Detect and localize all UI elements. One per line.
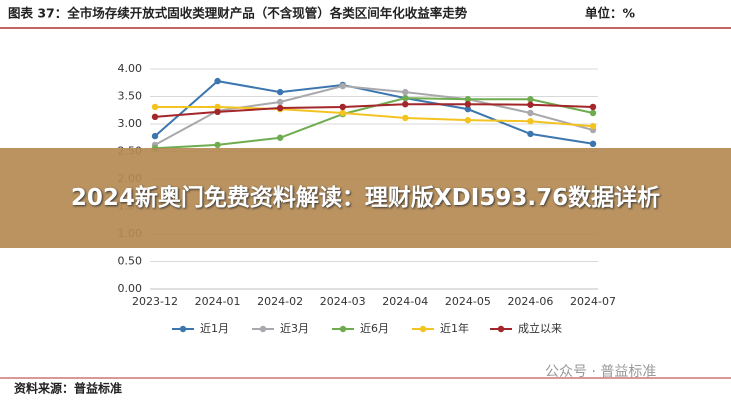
legend-label: 近1年 xyxy=(440,321,469,335)
x-tick-label: 2024-02 xyxy=(257,295,303,308)
point xyxy=(589,123,597,130)
point xyxy=(402,114,409,122)
y-tick-label: 3.50 xyxy=(118,90,143,103)
banner: 2024新奥门免费资料解读：理财版XDI593.76数据详析 xyxy=(0,148,731,248)
point xyxy=(589,109,597,117)
point xyxy=(339,82,346,90)
series-line xyxy=(154,85,594,146)
point xyxy=(589,103,597,111)
legend-marker xyxy=(259,325,267,333)
point xyxy=(151,103,159,111)
x-tick-label: 2024-06 xyxy=(507,295,553,308)
point xyxy=(402,94,409,102)
x-tick-label: 2024-01 xyxy=(195,295,241,308)
legend-label: 近6月 xyxy=(360,322,389,335)
point xyxy=(402,88,409,96)
y-tick-label: 0.00 xyxy=(118,282,143,295)
point xyxy=(151,113,159,121)
point xyxy=(214,103,221,111)
point xyxy=(527,130,534,138)
point xyxy=(214,108,221,116)
legend-marker xyxy=(497,325,505,333)
series-line xyxy=(154,80,594,145)
legend-label: 近3月 xyxy=(280,322,309,335)
series-line xyxy=(155,105,594,128)
point xyxy=(276,104,284,112)
point xyxy=(527,96,534,103)
legend-marker xyxy=(179,325,187,333)
point xyxy=(464,116,472,124)
x-tick-label: 2024-07 xyxy=(570,295,616,308)
point xyxy=(276,134,284,141)
legend-marker xyxy=(339,325,347,333)
point xyxy=(339,109,346,117)
point xyxy=(464,96,472,103)
y-tick-label: 3.00 xyxy=(118,117,143,130)
point xyxy=(276,88,284,96)
point xyxy=(464,105,472,113)
legend-marker xyxy=(419,325,427,333)
y-tick-label: 0.50 xyxy=(118,255,143,268)
point xyxy=(339,103,346,111)
x-tick-label: 2023-12 xyxy=(132,295,178,308)
point xyxy=(214,77,221,85)
point xyxy=(402,101,409,108)
point xyxy=(151,132,159,140)
x-tick-label: 2024-05 xyxy=(445,295,491,308)
banner-text: 2024新奥门免费资料解读：理财版XDI593.76数据详析 xyxy=(70,185,661,211)
point xyxy=(214,141,221,149)
legend-label: 近1月 xyxy=(200,322,229,335)
source: 资料来源：普益标准 xyxy=(14,381,122,396)
chart-title: 图表 37：全市场存续开放式固收类理财产品（不含现管）各类区间年化收益率走势 xyxy=(8,6,468,21)
series-line xyxy=(154,103,594,118)
x-tick-label: 2024-04 xyxy=(382,295,428,308)
x-tick-label: 2024-03 xyxy=(320,295,366,308)
point xyxy=(276,98,284,106)
watermark: 公众号 · 普益标准 xyxy=(545,364,656,380)
point xyxy=(589,140,597,147)
point xyxy=(464,101,472,108)
legend-label: 成立以来 xyxy=(518,321,562,335)
point xyxy=(527,101,534,108)
y-tick-label: 4.00 xyxy=(118,62,143,75)
point xyxy=(527,118,534,125)
point xyxy=(527,109,534,117)
unit: 单位：% xyxy=(585,6,636,21)
